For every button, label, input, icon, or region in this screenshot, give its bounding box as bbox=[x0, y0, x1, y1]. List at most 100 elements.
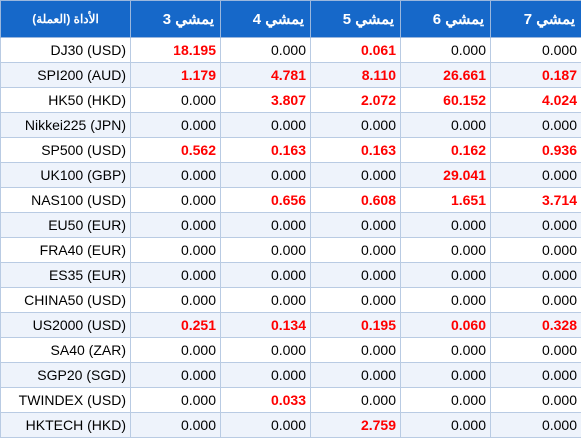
instrument-cell: US2000 (USD) bbox=[0, 312, 131, 338]
table-row: SGP20 (SGD) 0.000 0.000 0.000 0.000 0.000 bbox=[0, 362, 581, 388]
value-cell: 0.000 bbox=[490, 37, 581, 63]
value-cell: 0.000 bbox=[400, 237, 491, 263]
instrument-cell: NAS100 (USD) bbox=[0, 187, 131, 213]
instrument-cell: ES35 (EUR) bbox=[0, 262, 131, 288]
instrument-cell: SA40 (ZAR) bbox=[0, 337, 131, 363]
value-cell: 0.000 bbox=[490, 412, 581, 438]
value-cell: 0.000 bbox=[220, 112, 311, 138]
value-cell: 0.000 bbox=[220, 362, 311, 388]
table-row: HKTECH (HKD) 0.000 0.000 2.759 0.000 0.000 bbox=[0, 412, 581, 438]
value-cell: 0.608 bbox=[310, 187, 401, 213]
value-cell: 0.162 bbox=[400, 137, 491, 163]
value-cell: 0.000 bbox=[310, 337, 401, 363]
value-cell: 0.061 bbox=[310, 37, 401, 63]
value-cell: 0.000 bbox=[400, 112, 491, 138]
value-cell: 0.000 bbox=[130, 237, 221, 263]
instrument-cell: TWINDEX (USD) bbox=[0, 387, 131, 413]
table-row: SP500 (USD) 0.562 0.163 0.163 0.162 0.936 bbox=[0, 137, 581, 163]
value-cell: 0.060 bbox=[400, 312, 491, 338]
value-cell: 0.000 bbox=[130, 187, 221, 213]
header-day-1: يمشي 3 bbox=[130, 0, 221, 38]
header-day-3: يمشي 5 bbox=[310, 0, 401, 38]
value-cell: 0.000 bbox=[220, 237, 311, 263]
instrument-cell: CHINA50 (USD) bbox=[0, 287, 131, 313]
value-cell: 0.000 bbox=[490, 162, 581, 188]
value-cell: 0.000 bbox=[490, 287, 581, 313]
table-row: ES35 (EUR) 0.000 0.000 0.000 0.000 0.000 bbox=[0, 262, 581, 288]
table-row: SA40 (ZAR) 0.000 0.000 0.000 0.000 0.000 bbox=[0, 337, 581, 363]
table-row: SPI200 (AUD) 1.179 4.781 8.110 26.661 0.187 bbox=[0, 62, 581, 88]
value-cell: 1.179 bbox=[130, 62, 221, 88]
table-row: TWINDEX (USD) 0.000 0.033 0.000 0.000 0.000 bbox=[0, 387, 581, 413]
table-body: DJ30 (USD) 18.195 0.000 0.061 0.000 0.000 SPI2… bbox=[0, 37, 581, 438]
value-cell: 0.251 bbox=[130, 312, 221, 338]
table-row: FRA40 (EUR) 0.000 0.000 0.000 0.000 0.000 bbox=[0, 237, 581, 263]
value-cell: 0.000 bbox=[220, 287, 311, 313]
instrument-cell: EU50 (EUR) bbox=[0, 212, 131, 238]
value-cell: 2.759 bbox=[310, 412, 401, 438]
value-cell: 0.000 bbox=[400, 387, 491, 413]
value-cell: 0.000 bbox=[130, 262, 221, 288]
instrument-cell: DJ30 (USD) bbox=[0, 37, 131, 63]
table-row: EU50 (EUR) 0.000 0.000 0.000 0.000 0.000 bbox=[0, 212, 581, 238]
value-cell: 0.000 bbox=[490, 237, 581, 263]
instrument-cell: SPI200 (AUD) bbox=[0, 62, 131, 88]
value-cell: 0.000 bbox=[490, 262, 581, 288]
table-row: CHINA50 (USD) 0.000 0.000 0.000 0.000 0.000 bbox=[0, 287, 581, 313]
header-day-5: يمشي 7 bbox=[490, 0, 581, 38]
value-cell: 0.000 bbox=[310, 212, 401, 238]
instrument-cell: HKTECH (HKD) bbox=[0, 412, 131, 438]
value-cell: 0.562 bbox=[130, 137, 221, 163]
header-day-2: يمشي 4 bbox=[220, 0, 311, 38]
value-cell: 0.000 bbox=[130, 362, 221, 388]
value-cell: 0.000 bbox=[490, 337, 581, 363]
value-cell: 0.163 bbox=[220, 137, 311, 163]
value-cell: 0.000 bbox=[310, 262, 401, 288]
value-cell: 0.033 bbox=[220, 387, 311, 413]
value-cell: 18.195 bbox=[130, 37, 221, 63]
value-cell: 1.651 bbox=[400, 187, 491, 213]
value-cell: 0.000 bbox=[490, 387, 581, 413]
value-cell: 0.000 bbox=[220, 262, 311, 288]
table-row: UK100 (GBP) 0.000 0.000 0.000 29.041 0.000 bbox=[0, 162, 581, 188]
value-cell: 2.072 bbox=[310, 87, 401, 113]
value-cell: 0.000 bbox=[310, 287, 401, 313]
value-cell: 26.661 bbox=[400, 62, 491, 88]
value-cell: 0.163 bbox=[310, 137, 401, 163]
value-cell: 0.134 bbox=[220, 312, 311, 338]
instrument-cell: SP500 (USD) bbox=[0, 137, 131, 163]
table-header-row: (العملة) الأداة يمشي 3 يمشي 4 يمشي 5 يمش… bbox=[0, 0, 581, 38]
value-cell: 0.000 bbox=[310, 162, 401, 188]
value-cell: 0.000 bbox=[130, 387, 221, 413]
value-cell: 0.000 bbox=[130, 162, 221, 188]
value-cell: 0.195 bbox=[310, 312, 401, 338]
value-cell: 0.000 bbox=[490, 212, 581, 238]
table-row: DJ30 (USD) 18.195 0.000 0.061 0.000 0.000 bbox=[0, 37, 581, 63]
value-cell: 0.000 bbox=[310, 387, 401, 413]
value-cell: 0.000 bbox=[310, 362, 401, 388]
header-instrument: (العملة) الأداة bbox=[0, 0, 131, 38]
value-cell: 0.000 bbox=[400, 362, 491, 388]
value-cell: 29.041 bbox=[400, 162, 491, 188]
value-cell: 0.000 bbox=[220, 37, 311, 63]
instrument-cell: SGP20 (SGD) bbox=[0, 362, 131, 388]
value-cell: 0.000 bbox=[310, 112, 401, 138]
value-cell: 0.000 bbox=[400, 262, 491, 288]
value-cell: 0.000 bbox=[400, 337, 491, 363]
value-cell: 0.187 bbox=[490, 62, 581, 88]
value-cell: 0.000 bbox=[490, 362, 581, 388]
instrument-cell: FRA40 (EUR) bbox=[0, 237, 131, 263]
value-cell: 4.781 bbox=[220, 62, 311, 88]
instrument-cell: UK100 (GBP) bbox=[0, 162, 131, 188]
value-cell: 0.000 bbox=[130, 112, 221, 138]
table-row: US2000 (USD) 0.251 0.134 0.195 0.060 0.328 bbox=[0, 312, 581, 338]
value-cell: 8.110 bbox=[310, 62, 401, 88]
value-cell: 0.000 bbox=[130, 87, 221, 113]
value-cell: 0.000 bbox=[400, 212, 491, 238]
header-day-4: يمشي 6 bbox=[400, 0, 491, 38]
value-cell: 0.656 bbox=[220, 187, 311, 213]
instrument-cell: Nikkei225 (JPN) bbox=[0, 112, 131, 138]
value-cell: 0.000 bbox=[220, 337, 311, 363]
value-cell: 0.000 bbox=[130, 287, 221, 313]
value-cell: 0.000 bbox=[220, 212, 311, 238]
